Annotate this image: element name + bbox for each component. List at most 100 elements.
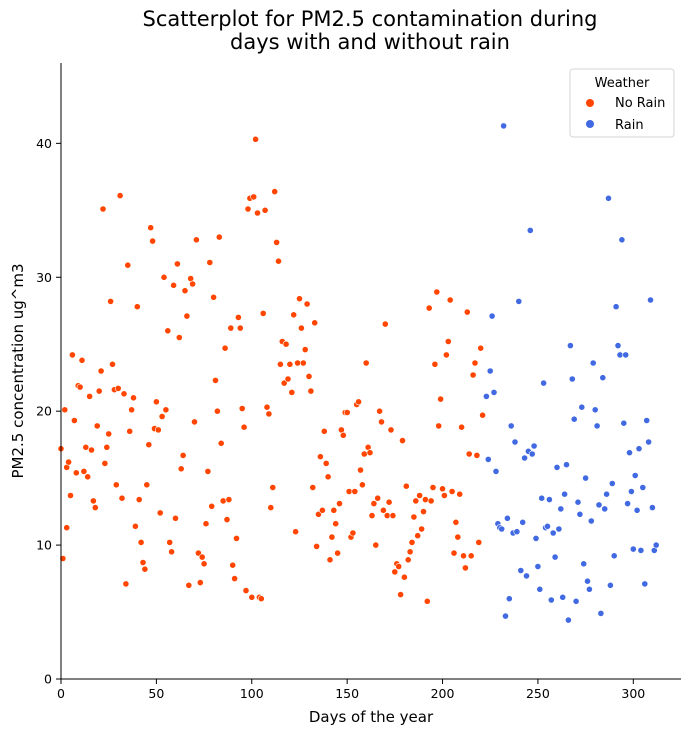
rain-point [523,572,530,580]
no-rain-point [349,529,357,537]
no-rain-point [227,324,235,332]
no-rain-point [395,563,403,570]
no-rain-point [423,597,431,605]
rain-point [637,547,645,554]
rain-point [628,488,635,495]
no-rain-point [328,533,336,541]
rain-point [544,522,551,530]
no-rain-point [122,580,130,588]
rain-point [500,122,507,130]
no-rain-point [69,351,76,359]
rain-point [649,504,656,511]
no-rain-point [107,297,114,305]
rain-point [572,597,580,605]
rain-point [561,490,568,498]
no-rain-point [105,430,113,438]
chart-title-line-2: days with and without rain [230,30,510,54]
no-rain-point [479,411,486,419]
x-tick-label: 300 [621,686,645,701]
rain-point [612,303,620,311]
no-rain-point [61,406,69,414]
rain-point [624,500,631,507]
rain-point [565,616,572,624]
no-rain-point [400,573,408,581]
no-rain-point [147,224,155,232]
no-rain-point [229,561,237,569]
no-rain-point [269,484,277,491]
rain-point [620,419,628,427]
x-tick-label: 100 [240,686,264,701]
no-rain-point [236,324,244,332]
no-rain-point [128,406,135,414]
rain-point [528,450,536,458]
no-rain-point [399,437,406,444]
no-rain-point [379,506,387,514]
no-rain-point [280,379,288,387]
rain-point [629,545,637,553]
no-rain-point [345,488,353,495]
no-rain-point [282,340,290,348]
rain-point [608,480,616,487]
no-rain-point [112,481,120,489]
no-rain-point [67,492,74,499]
no-rain-point [139,559,147,566]
no-rain-point [301,346,309,353]
rain-point [563,461,570,469]
legend-marker-rain [586,120,594,128]
no-rain-point [124,261,132,269]
no-rain-point [330,506,338,514]
no-rain-point [221,344,229,352]
no-rain-point [234,313,242,321]
no-rain-point [385,498,393,506]
no-rain-point [261,206,269,214]
rain-point [502,612,509,620]
rain-point [652,541,660,549]
no-rain-point [160,273,168,281]
rain-point [633,506,641,514]
no-rain-point [118,494,126,502]
no-rain-point [252,135,259,143]
rain-point [503,514,511,522]
no-rain-point [461,564,469,572]
no-rain-point [324,473,332,481]
no-rain-point [418,525,425,533]
y-tick-label: 10 [36,538,52,553]
no-rain-point [242,587,250,594]
no-rain-point [78,356,86,364]
no-rain-point [313,543,320,550]
no-rain-point [172,514,179,522]
rain-point [591,406,599,414]
rain-point [639,484,647,491]
no-rain-point [404,556,412,564]
y-axis-label: PM2.5 concentration ug^m3 [9,263,27,478]
no-rain-point [288,388,296,396]
no-rain-point [97,367,105,375]
no-rain-point [437,395,444,403]
no-rain-point [316,453,324,461]
y-tick-label: 0 [44,672,52,687]
no-rain-point [149,237,156,245]
no-rain-point [425,304,433,312]
rain-point [570,415,578,423]
no-rain-point [99,205,107,213]
rain-point [567,342,574,349]
no-rain-point [248,593,256,601]
rain-point [530,442,538,450]
y-tick-label: 20 [36,404,52,419]
rain-point [557,505,565,513]
rain-point [626,449,633,457]
no-rain-point [82,443,90,451]
no-rain-point [84,473,92,481]
no-rain-point [276,360,284,368]
no-rain-point [446,296,454,304]
no-rain-point [210,293,217,301]
y-tick-label: 30 [36,270,52,285]
no-rain-point [450,549,458,557]
rain-point [546,496,553,503]
no-rain-point [286,360,294,368]
rain-point [599,374,607,382]
rain-point [482,392,490,400]
rain-point [593,422,601,430]
no-rain-point [358,481,366,489]
no-rain-point [456,490,464,498]
